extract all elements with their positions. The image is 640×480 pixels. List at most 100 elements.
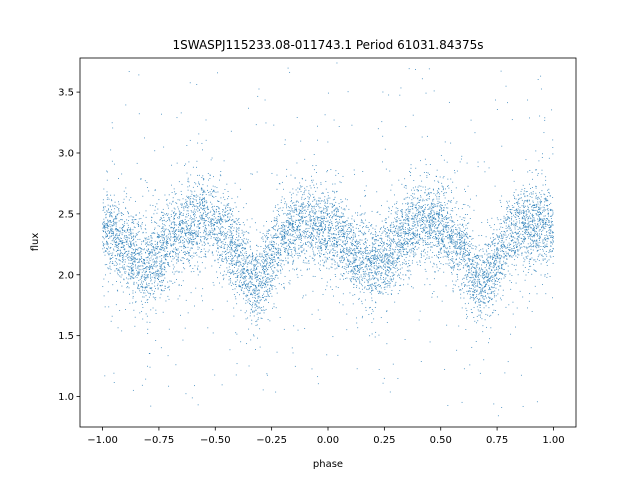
- data-point: [102, 199, 104, 201]
- data-point: [203, 229, 205, 231]
- data-point: [374, 262, 376, 264]
- data-point: [504, 372, 506, 374]
- data-point: [286, 205, 287, 207]
- data-point: [149, 287, 151, 289]
- data-point: [389, 278, 391, 280]
- data-point: [303, 229, 305, 231]
- data-point: [426, 172, 428, 173]
- data-point: [351, 245, 353, 247]
- data-point: [143, 279, 145, 280]
- data-point: [137, 273, 138, 275]
- data-point: [180, 220, 182, 222]
- data-point: [331, 211, 333, 213]
- data-point: [281, 233, 283, 235]
- data-point: [103, 208, 105, 210]
- data-point: [263, 257, 265, 259]
- data-point: [211, 157, 213, 159]
- data-point: [161, 248, 163, 250]
- data-point: [227, 252, 229, 254]
- data-point: [192, 218, 194, 220]
- data-point: [135, 214, 137, 216]
- data-point: [543, 226, 545, 228]
- data-point: [350, 270, 352, 272]
- data-point: [364, 258, 366, 259]
- data-point: [499, 255, 501, 257]
- data-point: [386, 269, 388, 270]
- data-point: [514, 198, 515, 199]
- data-point: [386, 200, 388, 202]
- data-point: [292, 230, 294, 232]
- data-point: [416, 213, 418, 214]
- data-point: [368, 265, 370, 267]
- data-point: [552, 197, 554, 198]
- data-point: [159, 256, 161, 258]
- data-point: [465, 284, 467, 286]
- data-point: [169, 217, 171, 219]
- data-point: [394, 268, 396, 270]
- data-point: [411, 225, 413, 227]
- data-point: [298, 234, 300, 236]
- data-point: [455, 253, 457, 255]
- data-point: [551, 237, 553, 238]
- data-point: [216, 240, 218, 242]
- data-point: [368, 314, 370, 315]
- data-point: [252, 252, 254, 254]
- data-point: [439, 206, 441, 208]
- data-point: [412, 202, 414, 204]
- data-point: [241, 271, 243, 273]
- data-point: [499, 257, 501, 259]
- data-point: [510, 282, 512, 283]
- data-point: [504, 231, 506, 232]
- data-point: [487, 314, 489, 316]
- data-point: [393, 263, 395, 265]
- data-point: [325, 238, 326, 240]
- data-point: [479, 372, 481, 374]
- data-point: [344, 222, 346, 224]
- data-point: [517, 243, 519, 245]
- data-point: [389, 260, 391, 262]
- data-point: [427, 198, 429, 200]
- data-point: [285, 236, 287, 238]
- data-point: [307, 231, 309, 232]
- data-point: [207, 208, 209, 210]
- data-point: [478, 314, 480, 316]
- data-point: [336, 238, 338, 240]
- data-point: [509, 232, 511, 234]
- data-point: [209, 245, 211, 247]
- data-point: [134, 227, 136, 228]
- data-point: [211, 224, 213, 226]
- data-point: [291, 230, 292, 232]
- data-point: [226, 183, 228, 185]
- data-point: [410, 234, 412, 236]
- data-point: [485, 305, 487, 307]
- data-point: [112, 127, 114, 129]
- data-point: [304, 328, 306, 329]
- data-point: [111, 221, 112, 223]
- data-point: [529, 169, 531, 171]
- data-point: [433, 193, 435, 195]
- data-point: [550, 251, 552, 253]
- data-point: [179, 223, 180, 225]
- data-point: [420, 238, 422, 240]
- data-point: [372, 310, 374, 312]
- data-point: [281, 238, 283, 240]
- data-point: [393, 242, 394, 244]
- data-point: [135, 233, 137, 235]
- data-point: [293, 247, 295, 249]
- data-point: [228, 256, 230, 257]
- data-point: [193, 241, 195, 243]
- data-point: [236, 263, 238, 265]
- data-point: [545, 261, 547, 263]
- data-point: [423, 211, 424, 212]
- data-point: [432, 206, 434, 208]
- data-point: [441, 215, 443, 217]
- data-point: [267, 230, 269, 232]
- data-point: [230, 240, 232, 242]
- data-point: [364, 231, 366, 233]
- data-point: [329, 229, 331, 231]
- data-point: [390, 265, 392, 266]
- data-point: [471, 312, 473, 314]
- data-point: [261, 282, 263, 284]
- data-point: [111, 232, 113, 234]
- data-point: [355, 272, 357, 274]
